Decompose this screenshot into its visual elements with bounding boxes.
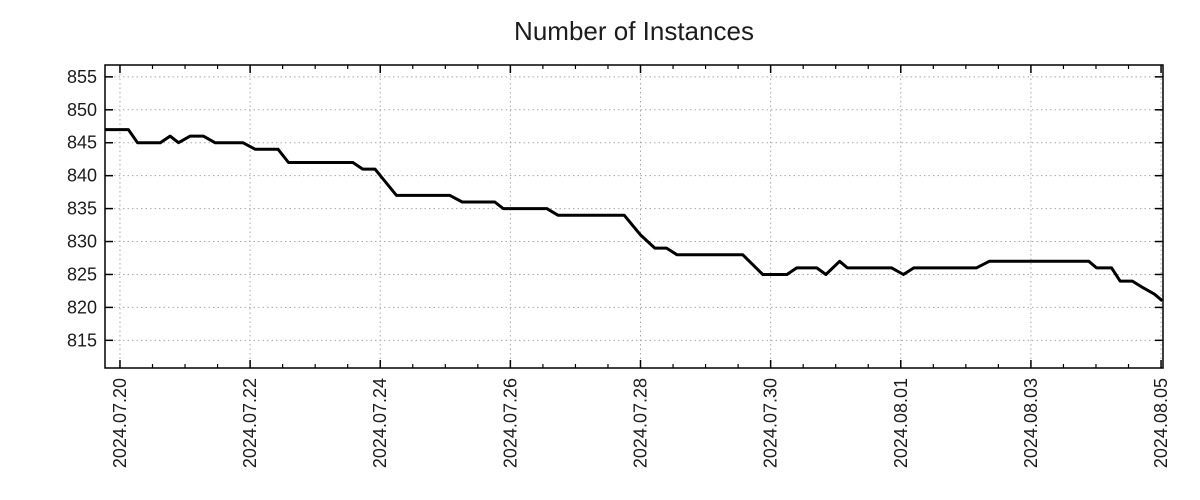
series-line [105,128,1164,302]
y-tick-label: 835 [67,199,97,219]
series-layer [105,128,1164,302]
x-tick-label: 2024.08.05 [1151,378,1171,468]
grid-layer [105,65,1163,368]
y-tick-label: 850 [67,100,97,120]
x-tick-label: 2024.08.03 [1021,378,1041,468]
x-tick-label: 2024.08.01 [891,378,911,468]
plot-border [104,64,1164,369]
y-tick-label: 820 [67,297,97,317]
y-tick-label: 830 [67,232,97,252]
x-tick-label: 2024.07.22 [240,378,260,468]
axis-layer [104,64,1164,369]
y-tick-label: 845 [67,133,97,153]
x-tick-label: 2024.07.20 [110,378,130,468]
y-tick-label: 855 [67,67,97,87]
y-tick-label: 840 [67,166,97,186]
x-tick-label: 2024.07.30 [761,378,781,468]
x-tick-label: 2024.07.28 [631,378,651,468]
tick-label-layer: 815 820 825 830 835 840 845 850 855 2024.07.20 202… [67,67,1171,468]
x-tick-label: 2024.07.26 [500,378,520,468]
x-tick-label: 2024.07.24 [370,378,390,468]
chart-title: Number of Instances [514,16,754,46]
y-tick-label: 815 [67,330,97,350]
y-tick-label: 825 [67,264,97,284]
